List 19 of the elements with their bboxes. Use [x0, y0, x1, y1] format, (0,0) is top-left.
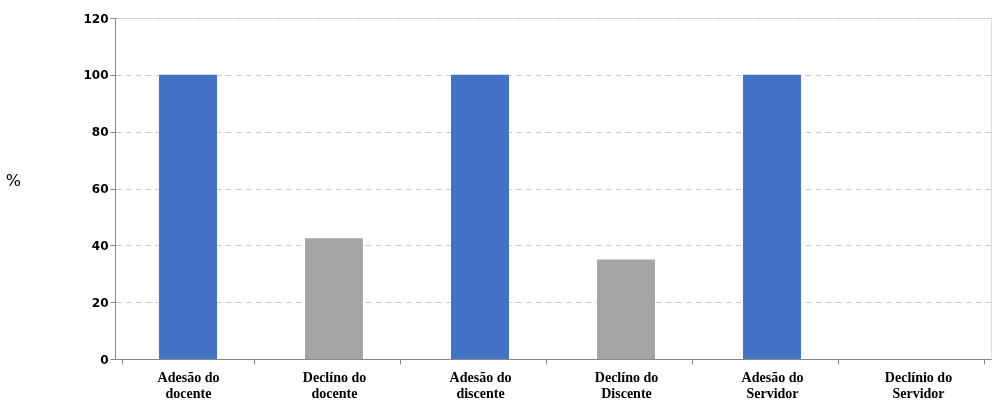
- x-tick-label: Adesão do Servidor: [741, 369, 804, 401]
- y-tick-label: 60: [91, 182, 109, 196]
- x-tick-label: Declíno do docente: [302, 369, 367, 401]
- bar: [305, 238, 363, 359]
- x-tick-label: Adesão do docente: [157, 369, 220, 401]
- y-tick-label: 120: [83, 11, 109, 26]
- y-tick-label: 40: [91, 238, 109, 253]
- bar: [597, 259, 655, 359]
- y-tick-label: 20: [91, 295, 109, 310]
- x-tick-label: Declíno do Discente: [594, 369, 659, 401]
- y-axis-title: %: [5, 171, 22, 190]
- bar: [743, 74, 801, 359]
- bar: [451, 74, 509, 359]
- y-tick-label: 0: [100, 352, 109, 367]
- y-tick-label: 100: [83, 68, 109, 83]
- y-tick-label: 80: [91, 125, 109, 140]
- bar: [159, 74, 217, 359]
- x-tick-label: Adesão do discente: [449, 369, 512, 401]
- x-tick-label: Declínio do Servidor: [884, 369, 953, 401]
